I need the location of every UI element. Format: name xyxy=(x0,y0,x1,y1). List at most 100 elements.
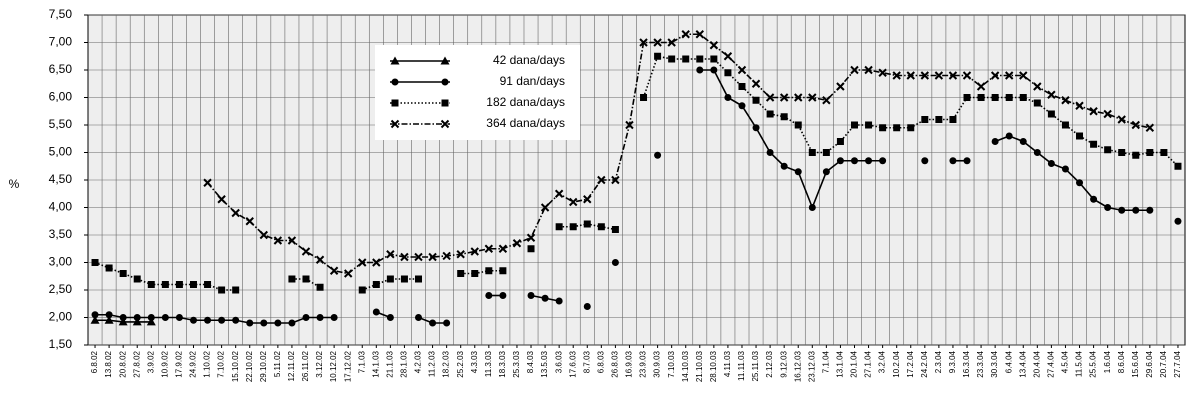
marker xyxy=(654,52,662,60)
marker xyxy=(231,208,240,218)
x-tick-label: 30.9.03 xyxy=(653,350,662,377)
marker xyxy=(654,151,662,159)
marker xyxy=(133,314,141,321)
marker xyxy=(1146,206,1154,214)
x-tick-label: 22.10.02 xyxy=(245,350,254,382)
marker xyxy=(456,250,465,259)
marker xyxy=(1132,206,1140,214)
marker xyxy=(1076,132,1084,140)
x-tick-label: 14.1.03 xyxy=(371,350,380,377)
marker xyxy=(836,138,844,145)
marker xyxy=(780,162,788,170)
x-tick-label: 28.1.03 xyxy=(400,350,409,377)
x-tick-label: 20.1.04 xyxy=(850,350,859,377)
marker xyxy=(498,244,508,253)
x-tick-label: 1.10.02 xyxy=(203,350,212,377)
marker xyxy=(175,281,183,288)
x-tick-label: 15.6.04 xyxy=(1131,350,1140,377)
x-tick-label: 18.2.03 xyxy=(442,350,451,377)
marker xyxy=(963,157,971,165)
marker xyxy=(512,239,522,248)
x-tick-label: 4.2.03 xyxy=(414,350,423,373)
x-tick-label: 15.10.02 xyxy=(231,350,240,382)
x-tick-label: 23.12.03 xyxy=(807,350,816,382)
marker xyxy=(161,281,169,288)
marker xyxy=(879,124,887,132)
y-tick-label: 6,00 xyxy=(49,90,73,104)
x-tick-label: 13.5.03 xyxy=(540,350,549,377)
x-tick-label: 4.5.04 xyxy=(1061,350,1070,373)
marker xyxy=(1131,120,1140,130)
marker xyxy=(1033,99,1041,107)
series xyxy=(203,30,1155,278)
x-tick-label: 13.4.04 xyxy=(1018,350,1027,377)
marker xyxy=(203,178,212,187)
marker xyxy=(822,149,830,156)
x-tick-label: 3.6.03 xyxy=(554,350,563,373)
marker xyxy=(906,71,915,80)
marker xyxy=(287,236,297,245)
x-tick-label: 17.6.03 xyxy=(568,350,577,377)
y-tick-label: 5,00 xyxy=(49,145,73,159)
x-tick-label: 24.2.04 xyxy=(920,350,929,377)
marker xyxy=(218,286,226,294)
marker xyxy=(808,149,816,156)
marker xyxy=(204,316,212,324)
marker xyxy=(302,275,310,283)
x-tick-label: 14.10.03 xyxy=(681,350,690,382)
marker xyxy=(864,65,873,75)
series xyxy=(91,66,1182,327)
marker xyxy=(1061,165,1069,173)
marker xyxy=(118,317,128,326)
marker xyxy=(668,55,676,63)
marker xyxy=(555,297,563,305)
marker xyxy=(470,247,479,256)
x-tick-label: 16.3.04 xyxy=(962,350,971,377)
marker xyxy=(1033,149,1041,156)
marker xyxy=(893,124,901,132)
x-tick-label: 7.1.03 xyxy=(357,350,366,373)
marker xyxy=(1047,110,1055,118)
x-tick-label: 10.2.04 xyxy=(892,350,901,377)
marker xyxy=(1033,82,1042,91)
marker xyxy=(991,94,999,101)
marker xyxy=(597,223,605,231)
marker xyxy=(892,71,901,80)
marker xyxy=(104,315,114,324)
marker xyxy=(527,292,535,299)
y-tick-label: 7,50 xyxy=(49,7,73,21)
marker xyxy=(836,157,844,165)
legend-label: 364 dana/days xyxy=(486,116,565,130)
x-tick-label: 6.8.02 xyxy=(90,350,99,373)
marker xyxy=(499,267,507,275)
y-tick-label: 3,00 xyxy=(49,255,73,269)
marker xyxy=(119,270,127,277)
marker xyxy=(1004,71,1014,80)
marker xyxy=(1104,204,1112,211)
marker xyxy=(640,94,648,101)
x-tick-label: 25.5.04 xyxy=(1089,350,1098,377)
marker xyxy=(245,217,254,226)
legend-label: 42 dana/days xyxy=(493,53,565,67)
marker xyxy=(977,94,985,101)
marker xyxy=(696,66,704,74)
y-tick-label: 1,50 xyxy=(49,337,73,351)
marker xyxy=(1174,162,1182,170)
marker xyxy=(597,175,606,185)
x-tick-label: 27.8.02 xyxy=(132,350,141,377)
x-tick-label: 10.9.02 xyxy=(160,350,169,377)
x-tick-label: 8.7.03 xyxy=(582,350,591,373)
marker xyxy=(695,30,704,39)
marker xyxy=(583,195,592,204)
marker xyxy=(372,308,380,316)
x-tick-label: 17.2.04 xyxy=(906,350,915,377)
x-tick-label: 17.12.02 xyxy=(343,350,352,382)
marker xyxy=(274,319,282,327)
marker xyxy=(218,316,226,324)
x-tick-label: 7.1.04 xyxy=(821,350,830,373)
marker xyxy=(484,244,494,253)
marker xyxy=(583,220,591,228)
x-tick-label: 11.2.03 xyxy=(428,350,437,377)
x-tick-label: 4.3.03 xyxy=(470,350,479,373)
marker xyxy=(390,56,400,65)
